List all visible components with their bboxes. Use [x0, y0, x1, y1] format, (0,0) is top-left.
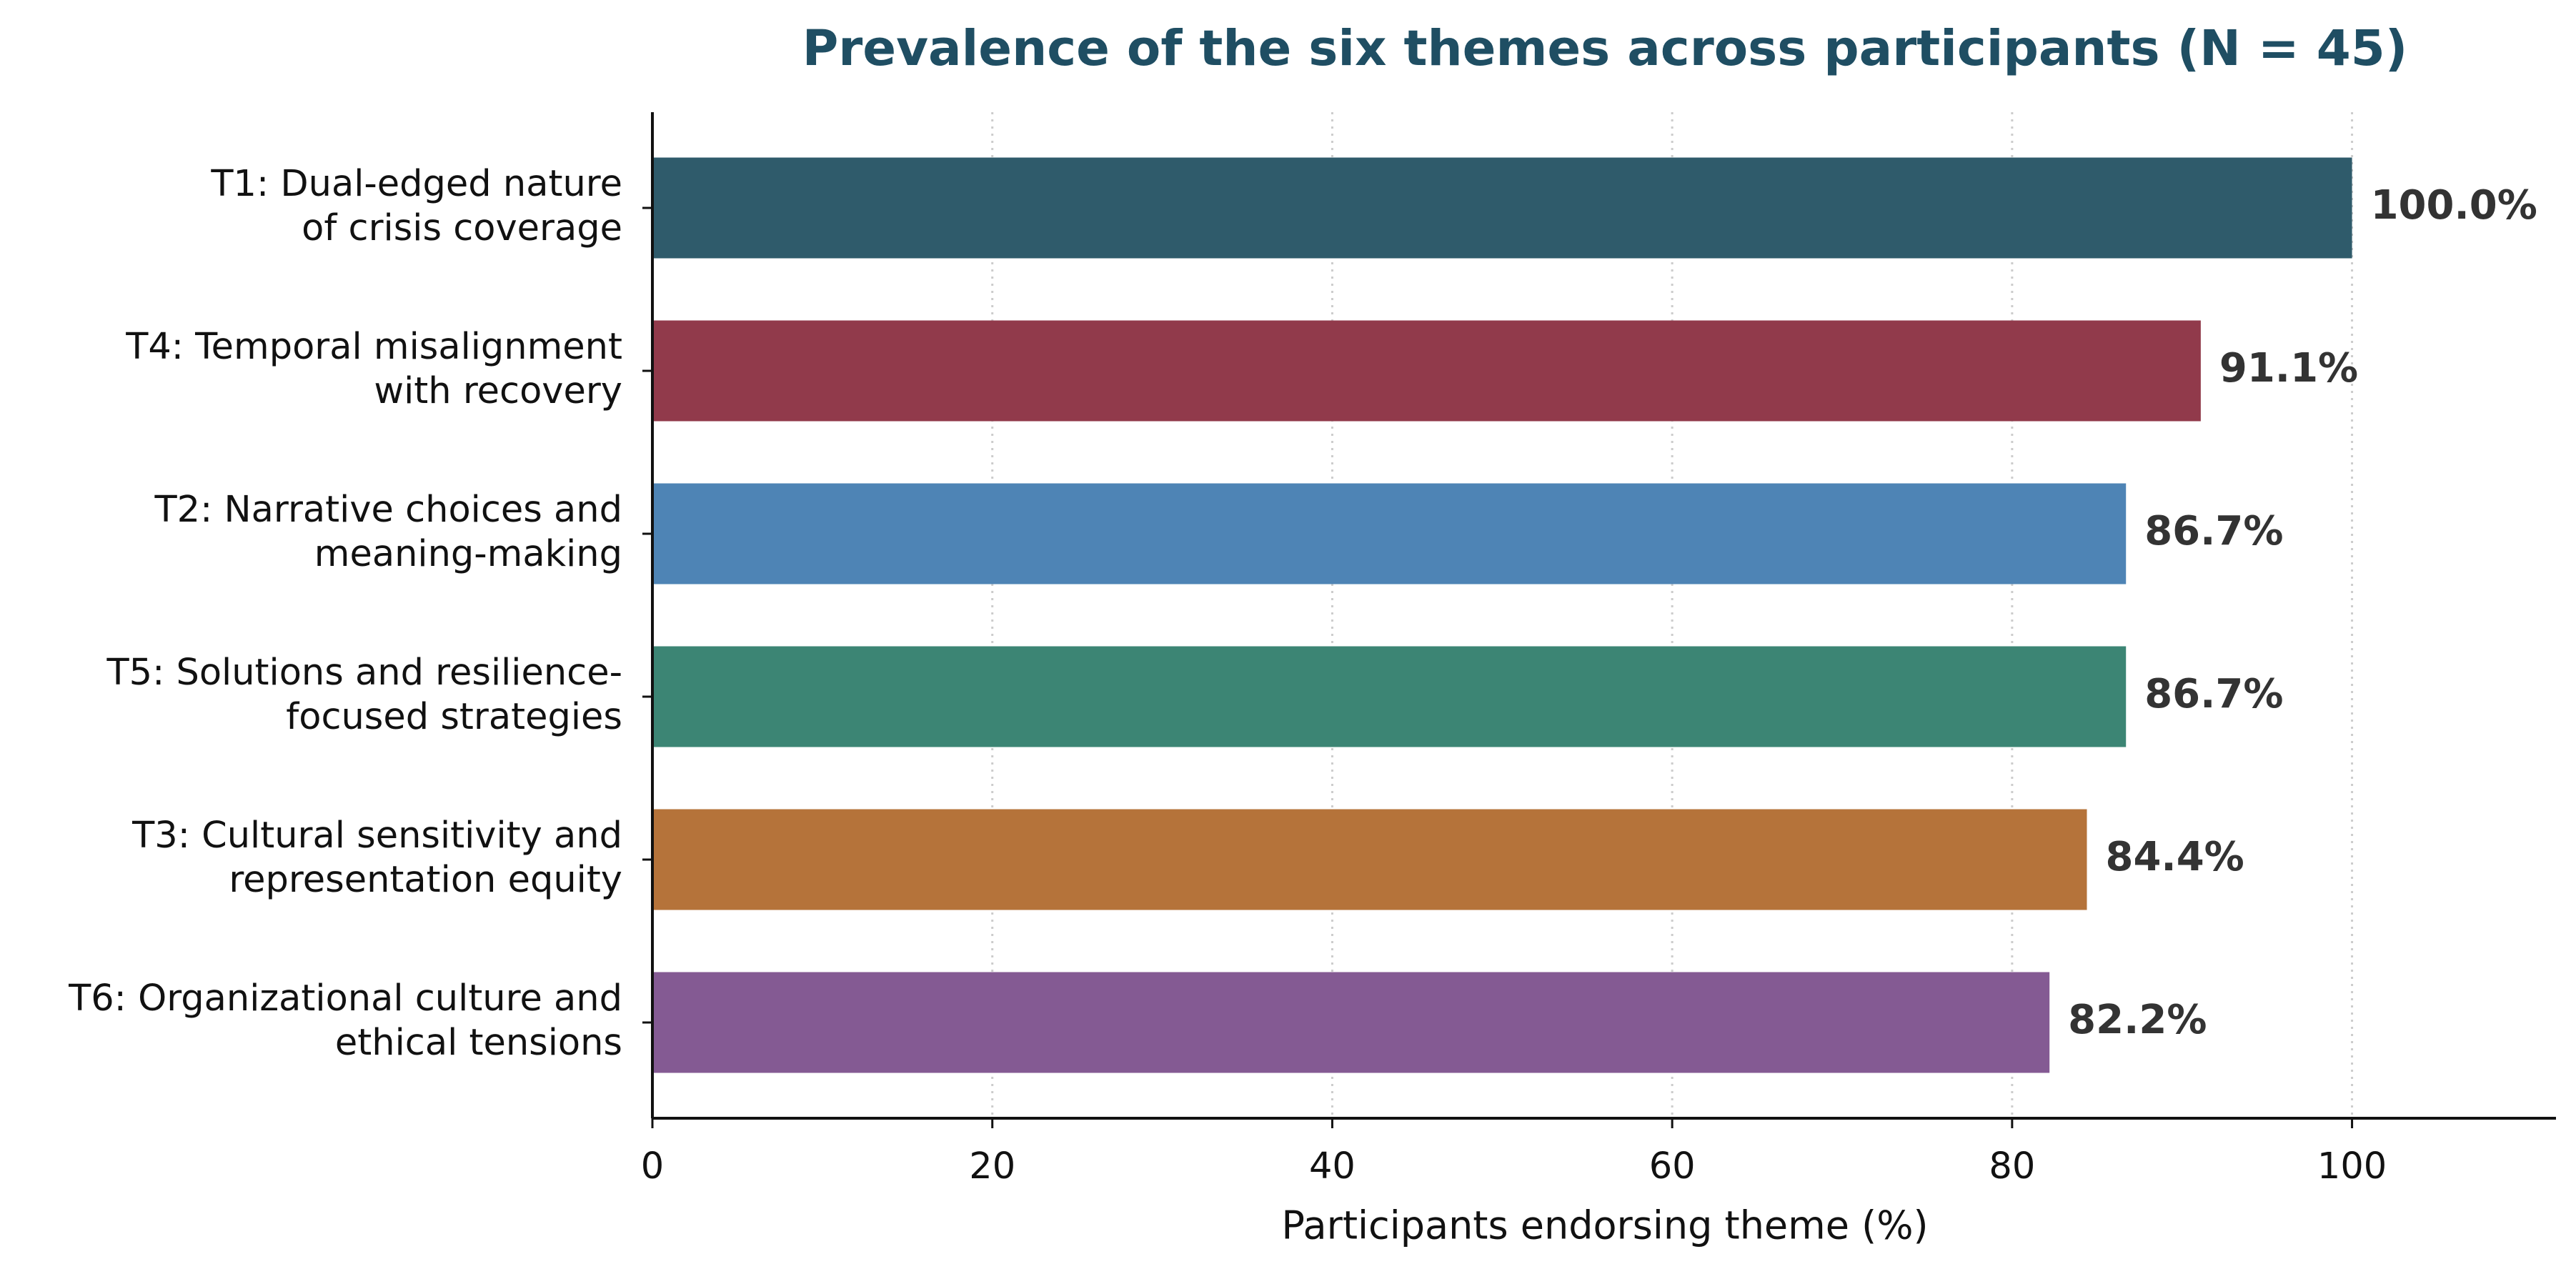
bar [652, 646, 2127, 747]
chart-title: Prevalence of the six themes across part… [802, 20, 2408, 77]
bar [652, 809, 2087, 910]
x-tick-label: 40 [1309, 1145, 1356, 1188]
value-label: 91.1% [2219, 345, 2358, 392]
value-label: 100.0% [2371, 182, 2537, 229]
x-tick-label: 60 [1649, 1145, 1696, 1188]
bar [652, 972, 2050, 1073]
value-label: 84.4% [2106, 834, 2244, 880]
y-tick-label: T4: Temporal misalignment with recovery [125, 326, 622, 412]
bar [652, 157, 2352, 259]
bar [652, 483, 2127, 584]
y-tick-label: T2: Narrative choices and meaning-making [154, 489, 622, 575]
y-tick-label: T1: Dual-edged nature of crisis coverage [210, 163, 622, 249]
x-tick-label: 20 [969, 1145, 1015, 1188]
value-label: 86.7% [2144, 508, 2283, 554]
value-label: 82.2% [2068, 997, 2207, 1043]
y-tick-label: T3: Cultural sensitivity and representati… [131, 815, 622, 901]
y-tick-label: T6: Organizational culture and ethical te… [68, 977, 622, 1064]
x-tick-label: 80 [1989, 1145, 2035, 1188]
x-tick-label: 0 [641, 1145, 664, 1188]
y-tick-label: T5: Solutions and resilience-focused str… [106, 652, 622, 738]
value-label: 86.7% [2144, 671, 2283, 717]
bar [652, 320, 2201, 422]
x-tick-label: 100 [2317, 1145, 2387, 1188]
x-axis-label: Participants endorsing theme (%) [1281, 1203, 1928, 1248]
